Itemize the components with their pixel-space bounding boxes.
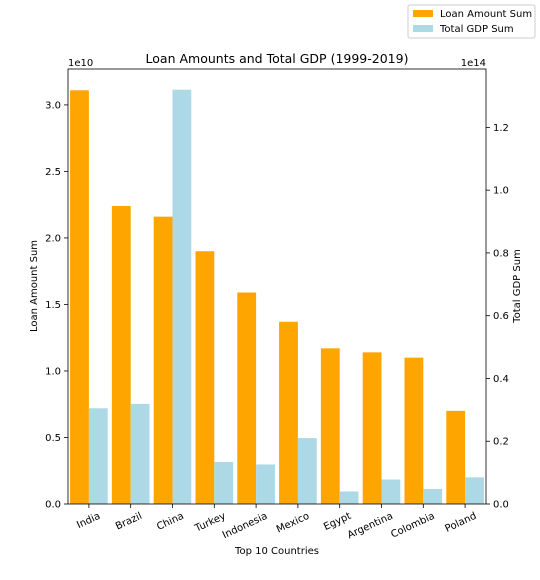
legend-label-loan: Loan Amount Sum bbox=[440, 9, 532, 20]
right-axis-offset-text: 1e14 bbox=[461, 58, 486, 69]
loan-bar-poland bbox=[446, 411, 465, 504]
bars-group bbox=[70, 90, 484, 504]
x-axis-label: Top 10 Countries bbox=[234, 546, 319, 557]
loan-bar-turkey bbox=[195, 251, 214, 504]
left-tick-label: 2.5 bbox=[45, 167, 61, 178]
loan-bar-india bbox=[70, 90, 89, 504]
left-tick-label: 0.0 bbox=[45, 500, 61, 511]
left-axis-ticks: 0.0 0.5 1.0 1.5 2.0 2.5 3.0 bbox=[45, 100, 68, 510]
legend-label-gdp: Total GDP Sum bbox=[439, 24, 514, 35]
gdp-bar-argentina bbox=[382, 480, 401, 504]
right-tick-label: 0.8 bbox=[493, 248, 509, 259]
gdp-bar-colombia bbox=[423, 489, 442, 504]
gdp-bar-indonesia bbox=[256, 464, 275, 504]
x-tick-label-mexico: Mexico bbox=[275, 511, 311, 536]
loan-bar-indonesia bbox=[237, 292, 256, 504]
chart-title: Loan Amounts and Total GDP (1999-2019) bbox=[146, 51, 409, 66]
left-axis-offset-text: 1e10 bbox=[68, 58, 93, 69]
right-tick-label: 0.0 bbox=[493, 500, 509, 511]
gdp-bar-brazil bbox=[131, 404, 150, 504]
left-axis-label: Loan Amount Sum bbox=[29, 240, 40, 332]
left-tick-label: 1.0 bbox=[45, 366, 61, 377]
legend-swatch-loan bbox=[413, 10, 433, 17]
x-tick-label-indonesia: Indonesia bbox=[221, 511, 269, 541]
loan-bar-china bbox=[154, 217, 173, 504]
gdp-bar-egypt bbox=[340, 491, 359, 504]
left-tick-label: 0.5 bbox=[45, 433, 61, 444]
right-tick-label: 1.0 bbox=[493, 186, 509, 197]
loan-bar-egypt bbox=[321, 348, 340, 504]
right-axis-label: Total GDP Sum bbox=[512, 249, 523, 324]
left-tick-label: 3.0 bbox=[45, 100, 61, 111]
x-tick-label-india: India bbox=[75, 511, 102, 531]
x-tick-label-poland: Poland bbox=[443, 511, 478, 535]
loan-bar-brazil bbox=[112, 206, 131, 504]
gdp-bar-india bbox=[89, 408, 108, 504]
loan-bar-argentina bbox=[363, 352, 382, 504]
gdp-bar-poland bbox=[465, 477, 484, 504]
x-tick-label-argentina: Argentina bbox=[346, 511, 395, 542]
loan-bar-mexico bbox=[279, 322, 298, 504]
right-axis-ticks: 0.0 0.2 0.4 0.6 0.8 1.0 1.2 bbox=[486, 123, 509, 511]
gdp-bar-china bbox=[173, 90, 192, 504]
gdp-bar-mexico bbox=[298, 438, 317, 504]
right-tick-label: 0.4 bbox=[493, 374, 509, 385]
x-tick-label-brazil: Brazil bbox=[114, 511, 144, 533]
right-tick-label: 1.2 bbox=[493, 123, 509, 134]
legend: Loan Amount Sum Total GDP Sum bbox=[408, 5, 535, 38]
legend-swatch-gdp bbox=[413, 25, 433, 32]
x-tick-label-china: China bbox=[155, 511, 186, 533]
loan-bar-colombia bbox=[404, 358, 423, 504]
right-tick-label: 0.6 bbox=[493, 311, 509, 322]
right-tick-label: 0.2 bbox=[493, 437, 509, 448]
x-tick-label-colombia: Colombia bbox=[389, 511, 436, 541]
left-tick-label: 1.5 bbox=[45, 300, 61, 311]
left-tick-label: 2.0 bbox=[45, 233, 61, 244]
gdp-bar-turkey bbox=[214, 462, 233, 504]
